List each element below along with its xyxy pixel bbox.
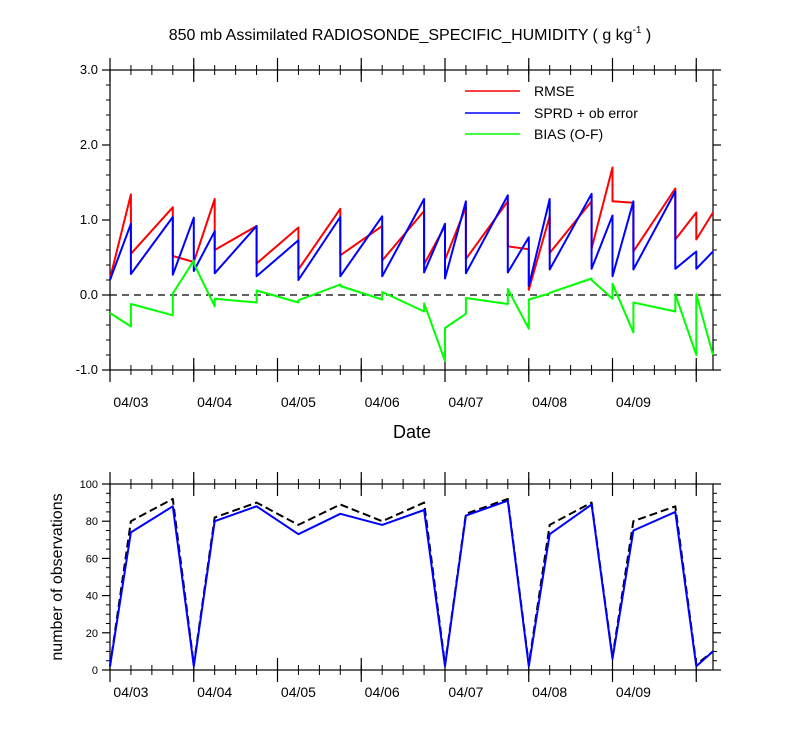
series-line-rmse xyxy=(109,166,714,291)
y-tick-label: 0.0 xyxy=(80,287,98,302)
y-tick-label: 2.0 xyxy=(80,137,98,152)
top-plot-area: -1.00.01.02.03.0 04/03 04/04 04/05 04/06 04/… xyxy=(76,58,721,442)
x-tick-label: 04/08 xyxy=(532,684,567,700)
bottom-x-axis: 04/03 04/04 04/05 04/06 04/07 04/08 04/09 xyxy=(109,472,697,700)
x-tick-label: 04/03 xyxy=(113,394,148,410)
series-line-assimilated-observations xyxy=(109,499,714,668)
legend-label-rmse: RMSE xyxy=(534,83,574,99)
legend-label-sprd: SPRD + ob error xyxy=(534,105,638,121)
x-tick-label: 04/06 xyxy=(365,394,400,410)
y-tick-label: 60 xyxy=(86,553,98,565)
chart-title-suffix: ) xyxy=(641,27,651,44)
chart-title-exponent: -1 xyxy=(633,25,642,36)
bottom-y-axis: 0 20 40 60 80 100 xyxy=(80,479,721,677)
legend-label-bias: BIAS (O-F) xyxy=(534,126,603,142)
y-tick-label: 3.0 xyxy=(80,62,98,77)
x-tick-label: 04/09 xyxy=(616,394,651,410)
y-tick-label: -1.0 xyxy=(76,362,98,377)
x-tick-label: 04/04 xyxy=(197,684,232,700)
x-tick-label: 04/06 xyxy=(365,684,400,700)
x-tick-label: 04/03 xyxy=(113,684,148,700)
chart-title-main: 850 mb Assimilated RADIOSONDE_SPECIFIC_H… xyxy=(169,27,633,44)
y-tick-label: 1.0 xyxy=(80,212,98,227)
x-tick-label: 04/05 xyxy=(281,394,316,410)
series-line-sprd-ob-error xyxy=(109,190,714,287)
x-axis-label: Date xyxy=(393,422,431,442)
y-tick-label: 20 xyxy=(86,628,98,640)
series-line-total-observations xyxy=(109,497,714,667)
y-tick-label: 40 xyxy=(86,591,98,603)
x-tick-label: 04/07 xyxy=(448,394,483,410)
legend: RMSE SPRD + ob error BIAS (O-F) xyxy=(465,83,638,142)
x-tick-label: 04/09 xyxy=(616,684,651,700)
top-y-axis: -1.0 0.0 1.0 2.0 3.0 xyxy=(76,62,721,377)
x-tick-label: 04/05 xyxy=(281,684,316,700)
x-tick-label: 04/07 xyxy=(448,684,483,700)
bottom-series-group xyxy=(109,497,714,668)
x-tick-label: 04/08 xyxy=(532,394,567,410)
x-tick-label: 04/04 xyxy=(197,394,232,410)
top-x-axis: 04/03 04/04 04/05 04/06 04/07 04/08 04/09 xyxy=(109,58,697,410)
top-series-group xyxy=(109,166,714,362)
y-axis-label-observations: number of observations xyxy=(49,493,66,660)
series-line-bias-o-f xyxy=(109,259,714,362)
bottom-plot-frame xyxy=(109,483,714,671)
y-tick-label: 0 xyxy=(92,665,98,677)
y-tick-label: 80 xyxy=(86,516,98,528)
chart-title: 850 mb Assimilated RADIOSONDE_SPECIFIC_H… xyxy=(169,25,652,44)
y-tick-label: 100 xyxy=(80,479,98,491)
